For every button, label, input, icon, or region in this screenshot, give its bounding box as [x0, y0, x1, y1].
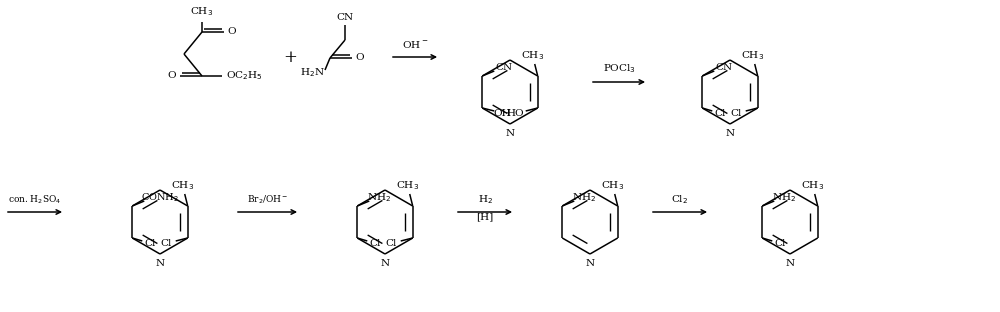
- Text: OH$^-$: OH$^-$: [402, 39, 428, 50]
- Text: N: N: [380, 260, 390, 269]
- Text: Cl: Cl: [715, 109, 726, 118]
- Text: Cl$_2$: Cl$_2$: [671, 193, 689, 206]
- Text: CH$_3$: CH$_3$: [521, 50, 544, 62]
- Text: H$_2$N: H$_2$N: [300, 66, 324, 79]
- Text: [H]: [H]: [476, 212, 494, 222]
- Text: POCl$_3$: POCl$_3$: [603, 62, 635, 75]
- Text: Cl: Cl: [775, 238, 786, 247]
- Text: CN: CN: [716, 64, 733, 72]
- Text: O: O: [228, 27, 236, 37]
- Text: N: N: [155, 260, 165, 269]
- Text: +: +: [283, 48, 297, 66]
- Text: con. H$_2$SO$_4$: con. H$_2$SO$_4$: [8, 193, 62, 206]
- Text: CH$_3$: CH$_3$: [171, 180, 194, 193]
- Text: O: O: [168, 71, 176, 80]
- Text: OH: OH: [493, 109, 511, 118]
- Text: Cl: Cl: [385, 238, 396, 247]
- Text: HO: HO: [507, 109, 525, 118]
- Text: Br$_2$/OH$^-$: Br$_2$/OH$^-$: [247, 193, 288, 206]
- Text: OC$_2$H$_5$: OC$_2$H$_5$: [226, 70, 262, 82]
- Text: NH$_2$: NH$_2$: [572, 192, 596, 204]
- Text: N: N: [505, 129, 515, 139]
- Text: NH$_2$: NH$_2$: [772, 192, 796, 204]
- Text: CONH$_2$: CONH$_2$: [141, 192, 179, 204]
- Text: N: N: [725, 129, 735, 139]
- Text: CN: CN: [496, 64, 513, 72]
- Text: CH$_3$: CH$_3$: [741, 50, 764, 62]
- Text: Cl: Cl: [370, 238, 381, 247]
- Text: O: O: [356, 53, 364, 62]
- Text: CH$_3$: CH$_3$: [190, 6, 214, 18]
- Text: CH$_3$: CH$_3$: [396, 180, 419, 193]
- Text: Cl: Cl: [145, 238, 156, 247]
- Text: CH$_3$: CH$_3$: [801, 180, 824, 193]
- Text: H$_2$: H$_2$: [478, 193, 492, 206]
- Text: Cl: Cl: [730, 109, 741, 118]
- Text: N: N: [585, 260, 595, 269]
- Text: CN: CN: [336, 12, 354, 22]
- Text: NH$_2$: NH$_2$: [367, 192, 391, 204]
- Text: N: N: [785, 260, 795, 269]
- Text: Cl: Cl: [160, 238, 171, 247]
- Text: CH$_3$: CH$_3$: [601, 180, 624, 193]
